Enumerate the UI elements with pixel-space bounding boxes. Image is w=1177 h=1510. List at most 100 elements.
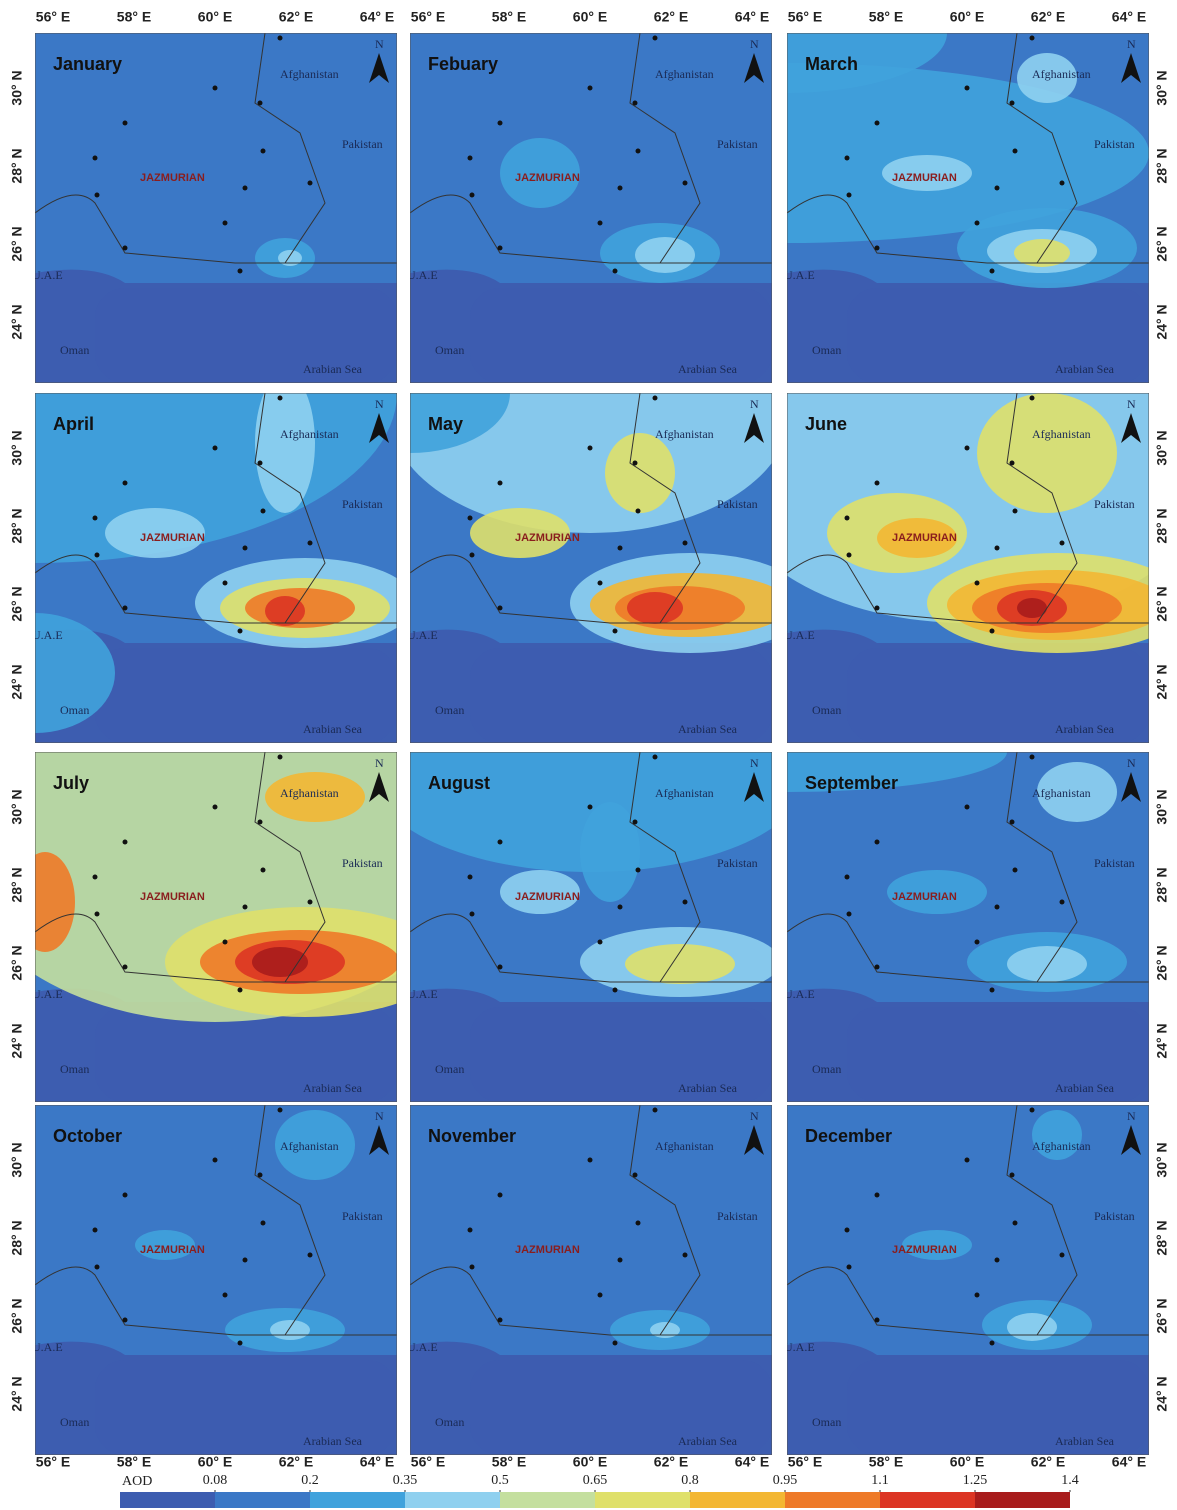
sea-deep xyxy=(847,648,1149,743)
station xyxy=(222,580,228,586)
station xyxy=(964,445,970,451)
aod-zone xyxy=(470,508,570,558)
north-arrow xyxy=(1121,413,1141,443)
coastline xyxy=(35,913,397,983)
afghanistan-label: Afghanistan xyxy=(280,427,339,441)
station xyxy=(989,1340,995,1346)
x-tick-label: 56° E xyxy=(411,9,445,25)
station xyxy=(1029,35,1035,41)
map-panel: June Afghanistan Pakistan JAZMURIAN U.A.E Oma… xyxy=(784,393,1149,743)
map-panel: October Afghanistan Pakistan JAZMURIAN U.A.E… xyxy=(35,1105,397,1455)
station xyxy=(277,1107,283,1113)
legend-tick-label: 0.95 xyxy=(773,1473,798,1488)
jazmurian-label: JAZMURIAN xyxy=(140,1244,205,1256)
station xyxy=(974,220,980,226)
station xyxy=(874,839,880,845)
aod-zone xyxy=(902,1230,972,1260)
aod-zone xyxy=(265,596,305,626)
aod-zone xyxy=(1007,1313,1057,1341)
aod-zone xyxy=(787,752,1007,792)
station xyxy=(612,1340,618,1346)
station xyxy=(469,192,475,198)
station xyxy=(242,904,248,910)
legend-tick-label: 1.4 xyxy=(1061,1473,1079,1488)
station xyxy=(844,874,850,880)
x-tick-label: 60° E xyxy=(573,9,607,25)
afghanistan-label: Afghanistan xyxy=(280,1139,339,1153)
pakistan-label: Pakistan xyxy=(717,1209,758,1223)
station xyxy=(844,1227,850,1233)
oman-label: Oman xyxy=(812,1415,841,1429)
station xyxy=(469,1264,475,1270)
x-tick-label: 60° E xyxy=(198,1454,232,1470)
pakistan-label: Pakistan xyxy=(717,497,758,511)
sea-label: Arabian Sea xyxy=(1055,1081,1115,1095)
x-tick-label: 62° E xyxy=(654,1454,688,1470)
station xyxy=(277,35,283,41)
border xyxy=(254,33,326,264)
pakistan-label: Pakistan xyxy=(342,137,383,151)
station xyxy=(1029,754,1035,760)
station xyxy=(122,964,128,970)
coastline xyxy=(410,913,772,983)
x-tick-label: 62° E xyxy=(654,9,688,25)
station xyxy=(122,120,128,126)
station xyxy=(964,804,970,810)
north-arrow xyxy=(369,413,389,443)
station xyxy=(277,395,283,401)
aod-zone xyxy=(1017,53,1077,103)
aod-zone xyxy=(410,393,510,453)
y-tick-label: 26° N xyxy=(1154,226,1170,261)
north-label: N xyxy=(1127,756,1136,770)
oman-label: Oman xyxy=(435,343,464,357)
station xyxy=(635,867,641,873)
x-tick-label: 64° E xyxy=(1112,1454,1146,1470)
station xyxy=(635,148,641,154)
station xyxy=(874,605,880,611)
map-panel: January Afghanistan Pakistan JAZMURIAN U.A.E… xyxy=(35,33,397,383)
legend-swatch xyxy=(120,1492,215,1508)
uae-label: U.A.E xyxy=(784,628,815,642)
x-tick-label: 64° E xyxy=(360,1454,394,1470)
oman-label: Oman xyxy=(60,343,89,357)
legend-swatch xyxy=(500,1492,595,1508)
x-tick-label: 62° E xyxy=(1031,9,1065,25)
station xyxy=(635,508,641,514)
station xyxy=(237,268,243,274)
border xyxy=(254,393,326,624)
oman-label: Oman xyxy=(812,703,841,717)
afghanistan-label: Afghanistan xyxy=(655,67,714,81)
sea-deep xyxy=(847,1360,1149,1455)
x-tick-label: 58° E xyxy=(869,9,903,25)
station xyxy=(874,480,880,486)
station xyxy=(1009,819,1015,825)
border xyxy=(1006,752,1078,983)
station xyxy=(994,904,1000,910)
y-tick-label: 26° N xyxy=(9,586,25,621)
north-arrow xyxy=(1121,1125,1141,1155)
station xyxy=(844,515,850,521)
station xyxy=(846,192,852,198)
legend-swatch xyxy=(215,1492,310,1508)
station xyxy=(597,939,603,945)
border xyxy=(1006,1105,1078,1336)
y-tick-label: 30° N xyxy=(9,430,25,465)
station xyxy=(632,819,638,825)
aod-zone xyxy=(275,1110,355,1180)
north-label: N xyxy=(375,756,384,770)
station xyxy=(257,460,263,466)
station xyxy=(260,148,266,154)
legend-swatch xyxy=(975,1492,1070,1508)
north-label: N xyxy=(750,397,759,411)
pakistan-label: Pakistan xyxy=(1094,856,1135,870)
x-tick-label: 62° E xyxy=(1031,1454,1065,1470)
y-tick-label: 26° N xyxy=(9,1298,25,1333)
map-panel: May Afghanistan Pakistan JAZMURIAN U.A.E Oman… xyxy=(410,393,772,743)
y-tick-label: 24° N xyxy=(1154,664,1170,699)
y-tick-label: 24° N xyxy=(9,1023,25,1058)
jazmurian-label: JAZMURIAN xyxy=(515,532,580,544)
station xyxy=(260,508,266,514)
station xyxy=(122,839,128,845)
pakistan-label: Pakistan xyxy=(342,856,383,870)
y-tick-label: 30° N xyxy=(1154,70,1170,105)
